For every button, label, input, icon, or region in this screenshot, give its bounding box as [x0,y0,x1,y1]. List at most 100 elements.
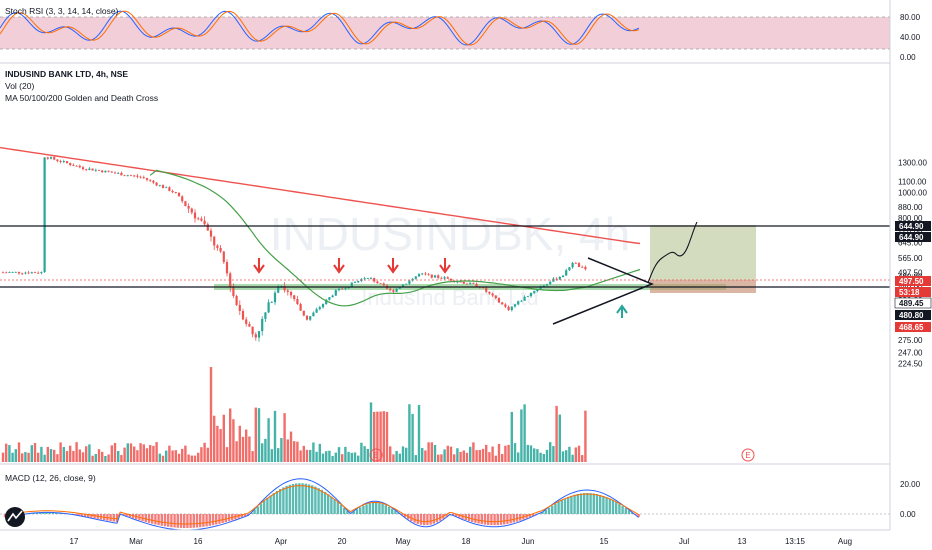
volume-bar [495,456,497,462]
price-badge: 644.90 [895,232,931,242]
macd-bar [196,514,198,528]
macd-bar [503,514,505,524]
volume-bar [239,426,241,462]
event-marker-label: E [745,451,750,460]
svg-text:468.65: 468.65 [899,323,924,332]
volume-bar [159,454,161,462]
macd-bar [189,514,191,528]
svg-text:53:18: 53:18 [899,288,920,297]
volume-bar [578,446,580,462]
candle [104,170,106,172]
volume-bar [207,448,209,462]
volume-bar [411,414,413,462]
volume-bar [34,443,36,462]
volume-bar [191,456,193,462]
svg-text:644.90: 644.90 [899,233,924,242]
macd-bar [429,514,431,525]
macd-bar [337,502,339,514]
macd-bar [157,514,159,525]
tradingview-logo-icon[interactable] [5,507,25,527]
price-axis-label: 1300.00 [898,158,927,167]
volume-bar [79,449,81,462]
candle [380,283,382,284]
volume-bar [344,447,346,462]
volume-bar [130,443,132,462]
volume-bar [271,449,273,462]
volume-bar [117,451,119,462]
volume-bar [277,448,279,462]
macd-bar [343,508,345,514]
macd-bar [180,514,182,528]
macd-bar [436,514,438,522]
candle [351,282,353,286]
volume-bar [232,419,234,462]
macd-bar [423,514,425,525]
volume-bar [354,452,356,462]
volume-bar [98,449,100,462]
volume-bar [293,441,295,462]
macd-bar [564,498,566,514]
volume-bar [418,405,420,462]
volume-bar [203,443,205,462]
macd-bar [321,490,323,514]
macd-bar [500,514,502,525]
volume-bar [40,447,42,462]
macd-bar [209,514,211,526]
volume-bar [568,447,570,462]
macd-bar [474,514,476,523]
stoch-axis-label: 40.00 [900,33,921,42]
volume-bar [258,408,260,462]
volume-bar [415,455,417,462]
macd-bar [273,493,275,514]
macd-bar [586,493,588,514]
macd-bar [365,504,367,514]
macd-bar [164,514,166,526]
macd-bar [215,514,217,525]
volume-bar [152,446,154,462]
macd-bar [487,514,489,525]
volume-bar [459,452,461,462]
macd-bar [327,494,329,514]
macd-bar [612,500,614,514]
stoch-axis-label: 80.00 [900,13,921,22]
macd-bar [583,493,585,514]
volume-bar [155,442,157,462]
macd-bar [260,504,262,514]
stoch-rsi-label: Stoch RSI (3, 3, 14, 14, close) [5,6,119,16]
macd-bar [625,508,627,514]
volume-bar [504,446,506,462]
price-axis-label: 224.50 [898,359,923,368]
macd-bar [506,514,508,524]
volume-bar [255,408,257,462]
price-badges: 644.90644.90497.5053:18489.45480.80468.6… [895,221,931,332]
candle [463,282,465,284]
volume-bar [187,455,189,462]
macd-bar [621,506,623,514]
volume-bar [24,452,26,462]
candle [303,311,305,317]
volume-bar [27,453,29,462]
macd-bar [145,514,147,522]
volume-bar [85,446,87,462]
volume-bar [88,444,90,462]
volume-bar [520,409,522,462]
volume-bar [245,430,247,462]
volume-bar [485,445,487,462]
volume-bar [402,446,404,462]
price-badge: 468.65 [895,322,931,332]
volume-bar [146,448,148,462]
macd-bar [356,509,358,514]
macd-bar [615,502,617,514]
volume-bar [367,449,369,462]
macd-bar [212,514,214,525]
volume-bar [549,442,551,462]
volume-bar [427,442,429,462]
macd-bar [567,497,569,514]
macd-bar [266,498,268,514]
price-badge: 644.90 [895,221,931,231]
macd-bar [289,485,291,514]
price-badge: 489.45 [895,298,931,308]
volume-bar [219,429,221,462]
